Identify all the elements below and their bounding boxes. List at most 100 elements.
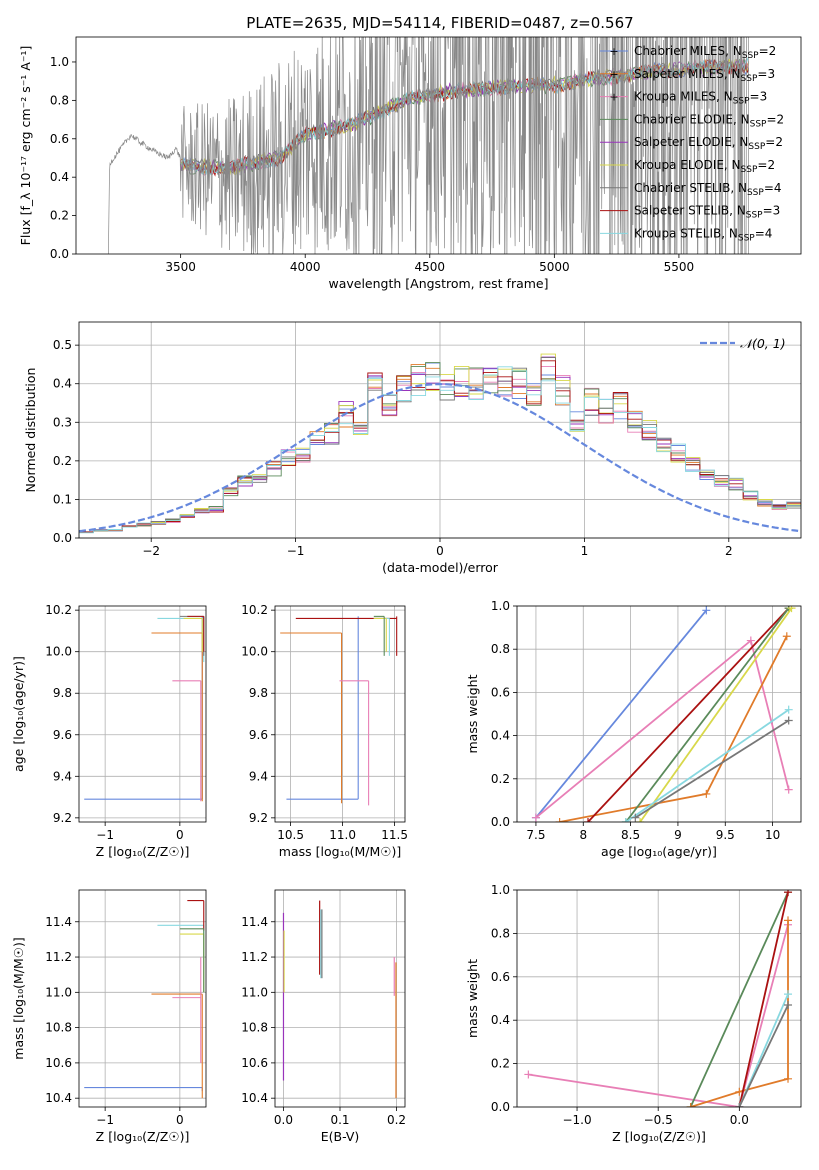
y-tick-label: 11.2	[241, 950, 268, 964]
y-tick-label: 10.2	[45, 603, 72, 617]
axes-frame	[516, 889, 802, 1108]
weight-line-kroupa_miles	[528, 924, 789, 1107]
weight-point-kroupa_miles	[524, 1070, 533, 1079]
y-tick-label: 10.6	[241, 1056, 268, 1070]
weight-line-salpeter_stelib	[738, 892, 789, 1107]
y-tick-label: 10.4	[45, 1091, 72, 1105]
weight-point-chabrier_stelib	[631, 813, 640, 822]
weight-point-chabrier_stelib	[784, 716, 793, 725]
panel-age_vs_mass: 10.5 11.0 11.5 9.2 9.4 9.6 9.8 10.0 10.2 mass [lo…	[241, 603, 408, 859]
x-axis-label: Z [log₁₀(Z/Z☉)]	[612, 1129, 706, 1144]
legend-label-sub: SSP	[742, 51, 759, 61]
axes-frame	[75, 36, 802, 255]
grid	[79, 890, 206, 1107]
x-tick-label: −1.0	[562, 1113, 591, 1127]
y-tick-label: 9.6	[249, 728, 268, 742]
x-axis-label: Z [log₁₀(Z/Z☉)]	[96, 1129, 190, 1144]
x-axis-label: mass [log₁₀(M/M☉)]	[279, 844, 401, 859]
x-tick-label: 1	[581, 544, 589, 558]
data-spectrum-line	[108, 37, 749, 254]
legend-label-text: Kroupa ELODIE, N	[634, 158, 741, 172]
y-tick-label: 9.2	[249, 811, 268, 825]
y-tick-label: 0.4	[491, 729, 510, 743]
legend-label-tail: =2	[765, 135, 783, 149]
y-tick-label: 10.8	[241, 1021, 268, 1035]
legend-label-tail: =3	[750, 90, 768, 104]
y-axis-label: mass weight	[465, 674, 480, 753]
legend-label-tail: =4	[764, 181, 782, 195]
weight-point-chabrier_miles	[702, 606, 711, 615]
legend-label-tail: =2	[759, 44, 777, 58]
x-tick-label: −1	[287, 544, 305, 558]
x-tick-label: 9	[674, 828, 682, 842]
axes-frame	[516, 605, 802, 823]
gaussian-curve	[79, 382, 799, 533]
legend-label-text: Chabrier STELIB, N	[634, 181, 747, 195]
x-tick-label: 8	[579, 828, 587, 842]
legend-label: Salpeter STELIB, NSSP=3	[634, 204, 780, 221]
legend-label-sub: SSP	[750, 119, 767, 129]
x-tick-label: 11.0	[329, 828, 356, 842]
y-tick-label: 0.4	[53, 377, 72, 391]
y-tick-label: 11.2	[45, 950, 72, 964]
weight-point-chabrier_stelib	[735, 1103, 744, 1107]
legend-label-tail: =3	[757, 67, 775, 81]
x-axis-label: wavelength [Angstrom, rest frame]	[328, 276, 548, 291]
y-tick-label: 9.8	[53, 686, 72, 700]
weight-point-salpeter_miles	[784, 1074, 793, 1083]
y-tick-label: 0.2	[491, 772, 510, 786]
axes-frame	[274, 605, 406, 823]
legend-label: Chabrier STELIB, NSSP=4	[634, 181, 782, 198]
legend-label-sub: SSP	[746, 211, 763, 221]
y-tick-label: 11.4	[45, 915, 72, 929]
weight-point-kroupa_miles	[784, 785, 793, 794]
grid	[275, 606, 405, 822]
y-tick-label: 0.6	[491, 970, 510, 984]
legend-label-text: Chabrier ELODIE, N	[634, 112, 750, 126]
x-tick-label: 2	[725, 544, 733, 558]
y-tick-label: 9.4	[53, 769, 72, 783]
y-tick-label: 10.2	[241, 603, 268, 617]
y-axis-label: mass weight	[465, 959, 480, 1038]
legend-label-tail: =3	[763, 204, 781, 218]
weight-point-kroupa_elodie	[787, 606, 796, 613]
plot-area	[282, 900, 397, 1099]
y-tick-label: 0.4	[50, 170, 69, 184]
histogram-kroupa_stelib	[79, 366, 801, 538]
legend-label-sub: SSP	[741, 74, 758, 84]
weight-line-chabrier_elodie	[625, 607, 790, 822]
x-tick-label: 0.0	[730, 1113, 749, 1127]
legend-label: Chabrier MILES, NSSP=2	[634, 44, 776, 61]
weight-line-chabrier_stelib	[634, 719, 790, 819]
axes-frame	[78, 889, 207, 1108]
panel-massweight_vs_z: −1.0 −0.5 0.0 0.0 0.2 0.4 0.6 0.8 1.0 Z [log₁₀(Z/…	[465, 883, 802, 1144]
panel-residuals: −2 −1 0 1 2 0.0 0.1 0.2 0.3 0.4 0.5 (data-model)/er…	[23, 321, 802, 575]
x-tick-label: 10.5	[277, 828, 304, 842]
legend-marker: +	[609, 45, 618, 58]
x-tick-label: 4000	[290, 260, 321, 274]
y-tick-label: 0.0	[53, 531, 72, 545]
x-tick-label: 9.5	[716, 828, 735, 842]
legend-label-tail: =2	[757, 158, 775, 172]
y-tick-label: 0.0	[50, 247, 69, 261]
weight-line-salpeter_miles	[690, 920, 789, 1107]
legend-label: Chabrier ELODIE, NSSP=2	[634, 112, 784, 129]
weight-point-kroupa_elodie	[636, 818, 645, 822]
legend-label-text: Kroupa STELIB, N	[634, 226, 738, 240]
legend-label-text: Salpeter MILES, N	[634, 67, 741, 81]
legend-label: Salpeter ELODIE, NSSP=2	[634, 135, 783, 152]
x-axis-label: (data-model)/error	[382, 560, 499, 575]
legend-label-tail: =2	[766, 112, 784, 126]
legend-label-sub: SSP	[741, 165, 758, 175]
weight-point-salpeter_stelib	[784, 890, 793, 897]
weight-point-chabrier_stelib	[784, 1001, 793, 1010]
axes-frame	[274, 889, 406, 1108]
weight-point-salpeter_miles	[782, 632, 791, 641]
panel-mass_vs_ebv: 0.0 0.1 0.2 10.4 10.6 10.8 11.0 11.2 11.4 E(B-V)	[241, 889, 406, 1144]
weight-point-kroupa_miles	[531, 813, 540, 822]
legend-label-sub: SSP	[747, 188, 764, 198]
y-tick-label: 1.0	[491, 883, 510, 897]
axes-frame	[78, 321, 802, 539]
